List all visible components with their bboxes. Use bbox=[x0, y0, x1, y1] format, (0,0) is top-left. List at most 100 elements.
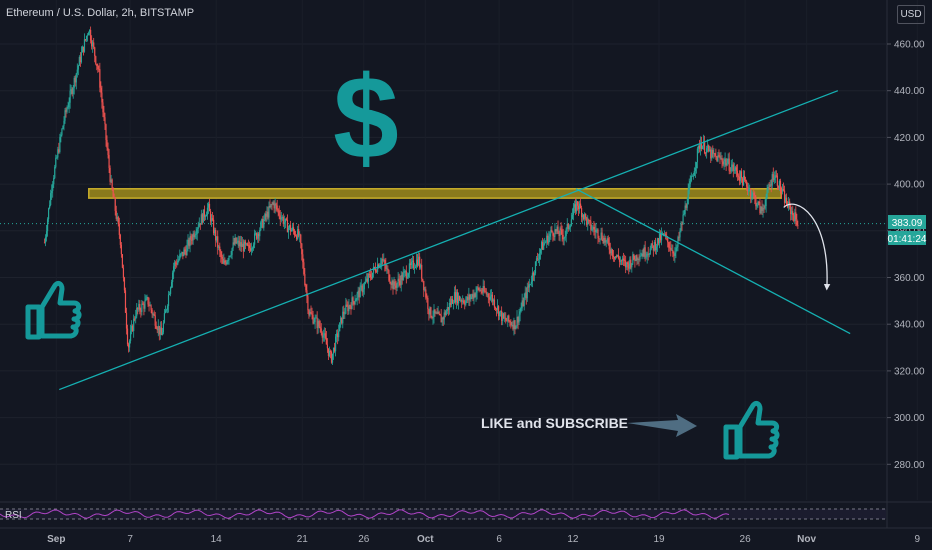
candle bbox=[596, 228, 598, 234]
candle bbox=[552, 231, 554, 242]
candle bbox=[426, 293, 428, 303]
candle bbox=[74, 75, 76, 87]
candle bbox=[276, 199, 278, 213]
candle bbox=[407, 272, 409, 279]
candle bbox=[495, 307, 498, 317]
candle bbox=[401, 271, 403, 285]
candle bbox=[491, 292, 494, 306]
candle bbox=[238, 236, 240, 251]
candle bbox=[346, 299, 348, 308]
candle bbox=[382, 253, 384, 266]
resistance-zone[interactable] bbox=[88, 188, 783, 199]
candle bbox=[752, 191, 754, 200]
candle bbox=[229, 255, 231, 258]
y-tick-label: 320.00 bbox=[894, 366, 925, 377]
candle bbox=[714, 152, 716, 158]
candle bbox=[480, 287, 482, 295]
candle bbox=[339, 322, 341, 332]
candle bbox=[322, 329, 324, 342]
candle bbox=[450, 295, 453, 308]
descending-trendline[interactable] bbox=[575, 188, 851, 335]
candle bbox=[608, 237, 610, 255]
candle bbox=[427, 295, 429, 315]
candle bbox=[588, 218, 590, 224]
candle bbox=[390, 281, 392, 291]
candle bbox=[464, 299, 466, 310]
candle bbox=[380, 257, 382, 269]
candle bbox=[187, 234, 189, 252]
candle bbox=[397, 271, 399, 288]
candle bbox=[790, 203, 792, 221]
candle bbox=[370, 270, 373, 281]
candle bbox=[278, 205, 280, 220]
candle bbox=[629, 256, 631, 272]
candle bbox=[435, 311, 437, 314]
ascending-trendline[interactable] bbox=[59, 90, 839, 391]
candle bbox=[119, 233, 121, 249]
candle bbox=[603, 233, 605, 246]
candle bbox=[91, 35, 93, 50]
candle bbox=[247, 239, 250, 251]
candle bbox=[225, 259, 227, 266]
candle bbox=[437, 305, 439, 314]
candle bbox=[751, 189, 753, 203]
candle bbox=[518, 308, 520, 326]
candle bbox=[465, 296, 467, 307]
candle bbox=[750, 188, 752, 204]
candle bbox=[706, 145, 708, 159]
candle bbox=[532, 271, 535, 281]
candle bbox=[318, 319, 320, 329]
candle bbox=[332, 347, 335, 360]
candle bbox=[694, 161, 696, 178]
candle bbox=[576, 200, 579, 211]
candle bbox=[316, 311, 318, 335]
candle bbox=[307, 293, 309, 315]
candle bbox=[500, 310, 502, 317]
candle bbox=[283, 215, 285, 230]
candle bbox=[279, 210, 281, 226]
currency-button[interactable]: USD bbox=[897, 5, 925, 24]
candle bbox=[402, 266, 404, 281]
candle bbox=[299, 231, 301, 243]
candle bbox=[410, 257, 413, 269]
candle bbox=[305, 283, 307, 293]
candle bbox=[727, 153, 729, 165]
projection-arrow[interactable] bbox=[783, 203, 831, 291]
candle bbox=[203, 205, 205, 222]
candle bbox=[476, 286, 478, 300]
candle bbox=[479, 285, 481, 292]
candle bbox=[137, 307, 139, 315]
candle bbox=[618, 256, 621, 268]
candle bbox=[444, 310, 446, 318]
candle bbox=[472, 289, 474, 302]
candle bbox=[736, 164, 738, 181]
candle bbox=[125, 307, 128, 335]
candle bbox=[469, 293, 471, 307]
candle bbox=[756, 202, 758, 210]
candle bbox=[82, 46, 85, 56]
candle bbox=[243, 239, 245, 252]
candle bbox=[529, 283, 531, 286]
candle bbox=[619, 256, 622, 266]
candle bbox=[54, 164, 56, 180]
candle bbox=[333, 342, 336, 353]
candle bbox=[266, 206, 268, 222]
candle bbox=[581, 205, 583, 223]
candle bbox=[255, 230, 257, 236]
candle bbox=[452, 299, 455, 310]
candle bbox=[611, 248, 613, 260]
candle bbox=[502, 312, 504, 326]
candle bbox=[165, 308, 168, 313]
candle bbox=[514, 320, 516, 335]
candle bbox=[545, 240, 547, 244]
candle bbox=[548, 231, 550, 246]
candle bbox=[769, 179, 771, 188]
candle bbox=[516, 310, 518, 329]
candle bbox=[471, 293, 473, 300]
candle bbox=[747, 182, 749, 195]
x-tick-label: 14 bbox=[211, 534, 223, 545]
candle bbox=[269, 199, 271, 209]
x-tick-label: 26 bbox=[740, 534, 752, 545]
candle bbox=[131, 320, 133, 335]
